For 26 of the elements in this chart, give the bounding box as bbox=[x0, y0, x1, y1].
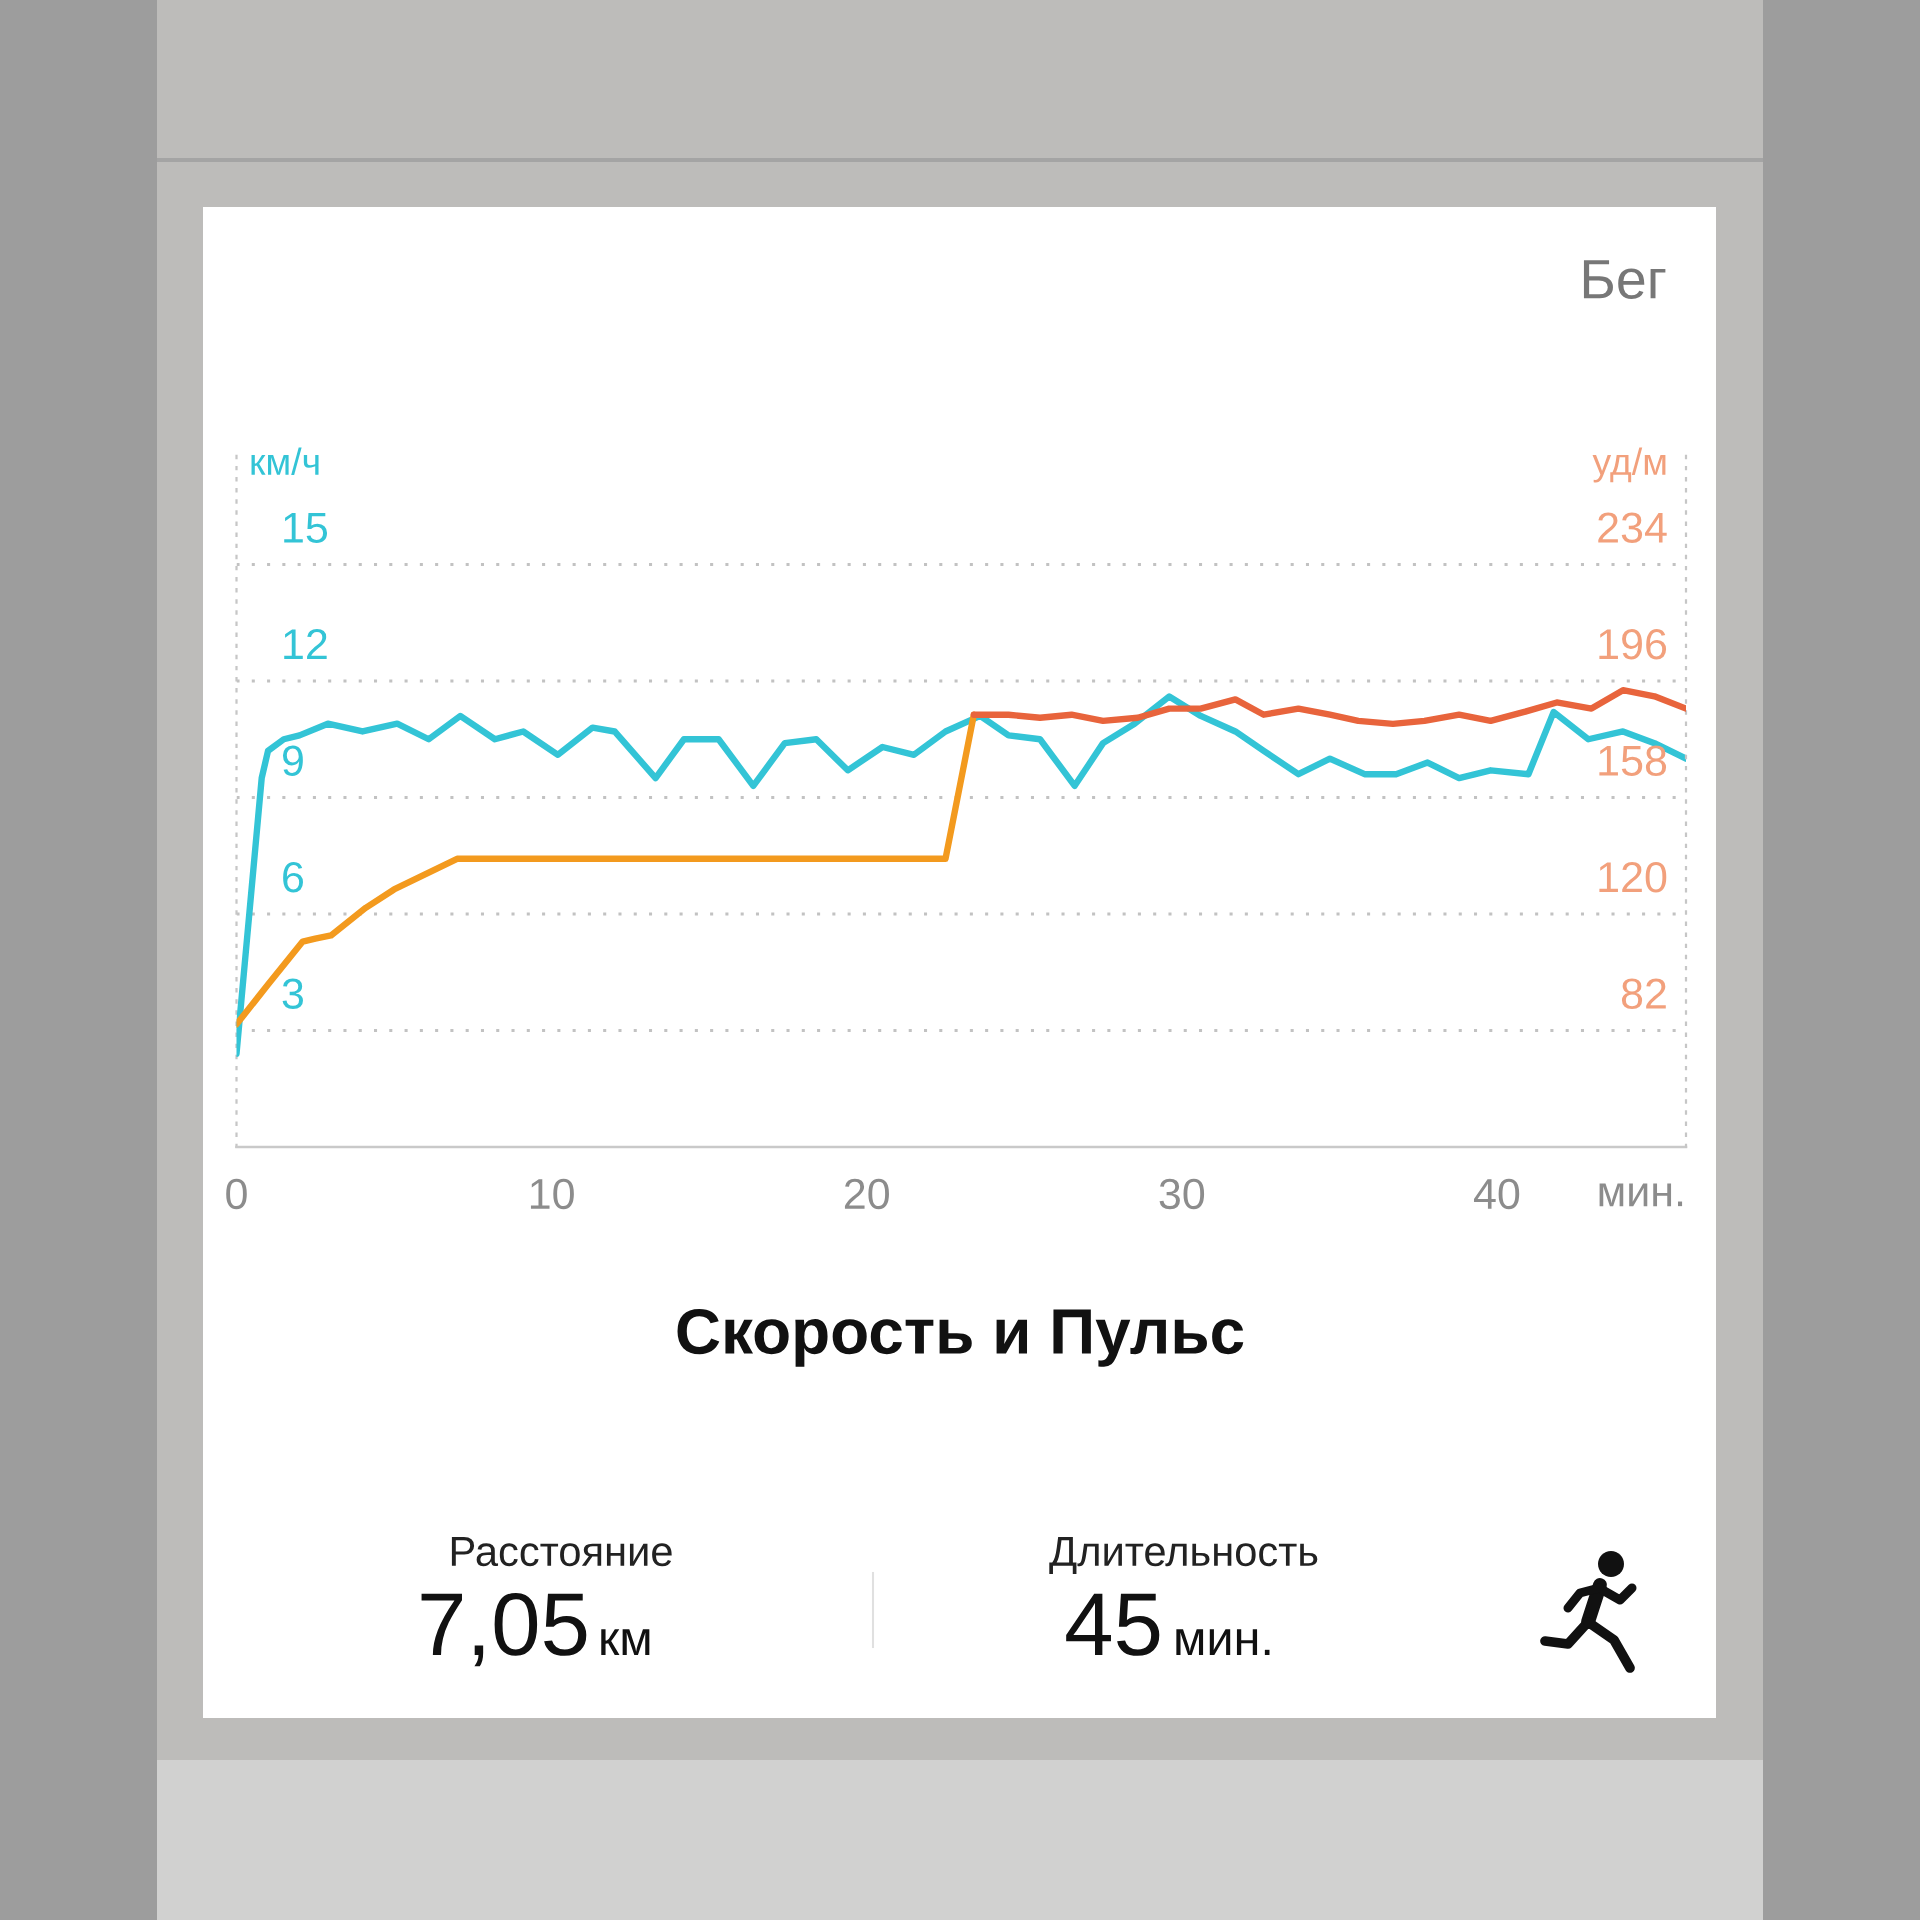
y2-tick-label: 196 bbox=[1599, 629, 1667, 660]
x-tick-label: 10 bbox=[530, 1178, 574, 1210]
y-axis-title: км/ч bbox=[251, 447, 319, 476]
text: Бег bbox=[1583, 260, 1666, 299]
y-tick-label: 3 bbox=[282, 978, 303, 1009]
y-tick-label: 6 bbox=[283, 862, 303, 893]
text: 45 bbox=[1066, 1593, 1160, 1656]
x-tick-label: 20 bbox=[844, 1178, 889, 1210]
y-tick-label: 12 bbox=[284, 629, 327, 660]
y2-tick-label: 234 bbox=[1598, 512, 1667, 543]
y2-tick-label: 120 bbox=[1599, 862, 1667, 893]
x-axis-title: мин. bbox=[1599, 1183, 1683, 1207]
y2-tick-label: 158 bbox=[1599, 745, 1667, 776]
text: Расстояние bbox=[451, 1537, 672, 1567]
y-tick-label: 9 bbox=[282, 745, 303, 776]
y-tick-label: 15 bbox=[284, 512, 328, 543]
x-tick-label: 0 bbox=[226, 1178, 247, 1210]
text: км bbox=[601, 1629, 650, 1655]
y2-tick-label: 82 bbox=[1621, 978, 1666, 1009]
x-tick-label: 30 bbox=[1159, 1178, 1205, 1210]
text: 7,05 bbox=[421, 1592, 587, 1667]
text: мин. bbox=[1176, 1629, 1270, 1655]
y2-axis-title: уд/м bbox=[1592, 447, 1666, 483]
text: Длительность bbox=[1049, 1537, 1318, 1575]
text: Скорость и Пульс bbox=[677, 1308, 1244, 1367]
x-tick-label: 40 bbox=[1473, 1178, 1520, 1210]
